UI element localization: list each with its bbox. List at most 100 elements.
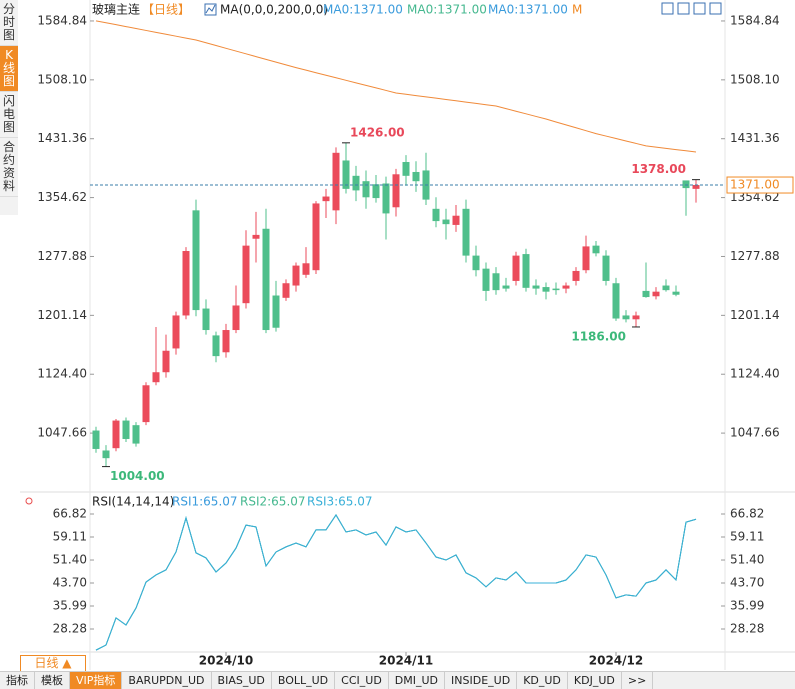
y-tick-label: 51.40 xyxy=(53,553,87,567)
candle-body xyxy=(462,208,470,256)
candle-body xyxy=(432,208,440,222)
tab[interactable]: VIP指标 xyxy=(70,672,123,689)
y-tick-label: 1201.14 xyxy=(37,308,87,322)
tab[interactable]: INSIDE_UD xyxy=(445,672,518,689)
candle-body xyxy=(102,450,110,459)
candle-body xyxy=(182,251,190,316)
y-tick-label: 35.99 xyxy=(730,598,764,612)
candle-body xyxy=(482,268,490,291)
toolbar xyxy=(661,2,722,15)
tab[interactable]: KDJ_UD xyxy=(568,672,622,689)
tab[interactable]: 模板 xyxy=(35,672,70,689)
ma-icon[interactable] xyxy=(204,3,217,16)
candle-body xyxy=(292,265,300,286)
ma-value: MA0:1371.00 xyxy=(323,3,403,17)
candle-body xyxy=(212,335,220,357)
candle-body xyxy=(612,283,620,319)
x-tick-label: 2024/11 xyxy=(379,654,433,668)
tool-button[interactable] xyxy=(709,2,722,15)
candle-body xyxy=(632,315,640,320)
candle-body xyxy=(352,175,360,191)
sidebar-tab[interactable]: 合约资料 xyxy=(0,138,18,197)
tool-button[interactable] xyxy=(693,2,706,15)
legend-entry: RSI3:65.07 xyxy=(307,495,373,509)
tab[interactable]: BIAS_UD xyxy=(212,672,272,689)
candle-body xyxy=(492,273,500,291)
candle-body xyxy=(322,196,330,202)
annotation-label: 1004.00 xyxy=(110,469,165,483)
candle-body xyxy=(662,285,670,291)
tab[interactable]: CCI_UD xyxy=(335,672,389,689)
y-tick-label: 1124.40 xyxy=(730,367,780,381)
candle-body xyxy=(652,291,660,297)
period-button[interactable]: 日线 ▲ xyxy=(20,655,86,672)
sidebar-tab[interactable]: 分时图 xyxy=(0,0,18,46)
candle-body xyxy=(272,295,280,328)
candle-body xyxy=(502,285,510,289)
candle-body xyxy=(582,246,590,271)
candle-body xyxy=(92,430,100,449)
tab-bar: 指标 模板 VIP指标 BARUPDN_UD BIAS_UD BOLL_UD CCI_UD D… xyxy=(0,671,795,689)
sidebar: 分时图 K线图 闪电图 合约资料 xyxy=(0,0,18,215)
tab[interactable]: BARUPDN_UD xyxy=(122,672,212,689)
rsi-icon[interactable] xyxy=(25,497,33,505)
candle-body xyxy=(152,372,160,383)
candle-body xyxy=(452,215,460,225)
candle-body xyxy=(332,152,340,211)
candle-body xyxy=(202,308,210,331)
sidebar-tab[interactable]: 闪电图 xyxy=(0,92,18,138)
annotation-label: 1186.00 xyxy=(571,329,626,343)
y-tick-label: 1431.36 xyxy=(37,131,87,145)
candle-body xyxy=(362,181,370,198)
period: 【日线】 xyxy=(142,3,190,17)
tool-button[interactable] xyxy=(677,2,690,15)
candle-body xyxy=(532,285,540,289)
candle-body xyxy=(572,270,580,281)
tab[interactable]: BOLL_UD xyxy=(272,672,336,689)
candle-body xyxy=(312,203,320,271)
candle-body xyxy=(132,425,140,444)
x-tick-label: 2024/10 xyxy=(199,654,253,668)
tab[interactable]: 指标 xyxy=(0,672,35,689)
y-tick-label: 66.82 xyxy=(730,507,764,521)
candle-body xyxy=(692,185,700,189)
candle-body xyxy=(192,210,200,311)
y-tick-label: 1508.10 xyxy=(37,72,87,86)
candle-body xyxy=(122,420,130,439)
legend-entry: RSI2:65.07 xyxy=(240,495,306,509)
tab[interactable]: >> xyxy=(622,672,654,689)
y-tick-label: 43.70 xyxy=(730,575,764,589)
y-tick-label: 1047.66 xyxy=(37,426,87,440)
tool-button[interactable] xyxy=(661,2,674,15)
sidebar-tab[interactable]: K线图 xyxy=(0,46,18,92)
y-tick-label: 35.99 xyxy=(53,598,87,612)
y-tick-label: 1047.66 xyxy=(730,426,780,440)
candle-body xyxy=(602,255,610,281)
candle-body xyxy=(522,254,530,288)
candle-body xyxy=(472,255,480,271)
candle-body xyxy=(162,350,170,373)
y-tick-label: 59.11 xyxy=(53,530,87,544)
candle-body xyxy=(672,291,680,295)
y-tick-label: 59.11 xyxy=(730,530,764,544)
ma-value: MA0:1371.00 xyxy=(488,3,568,17)
ma-icon-glyph xyxy=(205,4,216,14)
candle-body xyxy=(392,174,400,208)
last-price-box xyxy=(726,176,794,194)
candle-body xyxy=(562,285,570,289)
candle-body xyxy=(252,234,260,239)
legend-entry: RSI1:65.07 xyxy=(172,495,238,509)
ma-value: MA0:1371.00 xyxy=(407,3,487,17)
candle-body xyxy=(172,315,180,349)
tab[interactable]: KD_UD xyxy=(517,672,568,689)
ma-params: MA(0,0,0,200,0,0) xyxy=(220,3,328,17)
candle-body xyxy=(402,162,410,176)
candle-body xyxy=(642,290,650,298)
candle-body xyxy=(232,305,240,331)
y-tick-label: 1508.10 xyxy=(730,72,780,86)
y-tick-label: 28.28 xyxy=(730,621,764,635)
y-tick-label: 1354.62 xyxy=(730,190,780,204)
tab[interactable]: DMI_UD xyxy=(389,672,446,689)
